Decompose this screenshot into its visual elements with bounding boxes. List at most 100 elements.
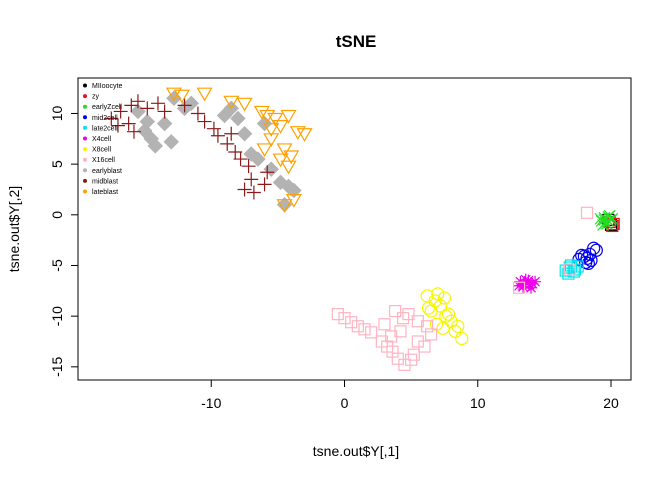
data-point (280, 160, 297, 175)
data-point (523, 278, 536, 291)
data-point (571, 260, 584, 273)
data-point (512, 281, 526, 294)
data-point (439, 309, 453, 323)
y-tick-label: -10 (49, 306, 65, 326)
data-point (522, 274, 535, 287)
legend-label: mid2cell (92, 115, 118, 122)
data-point (259, 109, 276, 124)
data-point (253, 105, 270, 120)
data-point (563, 263, 576, 276)
legend-label: X4cell (92, 136, 112, 143)
y-tick-label: 10 (49, 105, 65, 121)
legend-label: late2cell (92, 125, 118, 132)
data-point (519, 273, 532, 286)
legend-swatch (83, 178, 87, 183)
data-point (183, 95, 200, 112)
data-point (230, 110, 246, 127)
legend-swatch (83, 168, 87, 173)
data-point (256, 143, 273, 158)
data-point (562, 267, 575, 280)
legend-label: X8cell (92, 147, 112, 154)
data-point (597, 219, 609, 231)
data-point (529, 275, 542, 288)
data-point (437, 291, 452, 305)
data-point (110, 118, 125, 133)
data-point (276, 143, 293, 158)
data-point (280, 109, 297, 124)
data-point (197, 114, 212, 129)
data-point (587, 241, 601, 255)
data-point (407, 348, 420, 361)
series-mid2cell (572, 241, 603, 271)
legend-label: earlyZcell (92, 104, 122, 111)
data-point (147, 138, 164, 154)
legend-swatch (83, 189, 87, 194)
data-point (104, 111, 119, 126)
legend-swatch (83, 157, 87, 162)
x-axis-label: tsne.out$Y[,1] (313, 443, 399, 459)
legend-swatch (83, 104, 87, 109)
data-point (157, 104, 172, 119)
y-tick-label: -5 (49, 259, 65, 272)
series-x8cell (420, 287, 469, 346)
y-axis: -15 -10 -5 0 5 10 (49, 105, 79, 377)
data-point (331, 308, 344, 321)
data-point (236, 97, 253, 112)
chart-title: tSNE (336, 32, 377, 51)
legend-label: zy (92, 94, 100, 101)
data-point (224, 126, 239, 141)
data-point (283, 150, 300, 165)
data-point (397, 312, 410, 325)
data-point (246, 185, 261, 200)
series-earlyblast (130, 90, 302, 213)
data-point (244, 172, 259, 187)
data-points (104, 87, 620, 371)
y-tick-label: 0 (49, 211, 65, 219)
data-point (424, 304, 438, 318)
data-point (236, 125, 253, 142)
data-point (455, 331, 469, 346)
legend-label: midblast (92, 178, 118, 185)
data-point (436, 321, 450, 335)
data-point (425, 328, 438, 341)
data-point (378, 318, 391, 331)
legend: MIIoocyte zy earlyZcell mid2cell late2cell X4… (83, 83, 122, 196)
y-axis-label: tsne.out$Y[,2] (6, 186, 22, 272)
data-point (517, 280, 530, 293)
data-point (263, 133, 280, 147)
data-point (241, 159, 256, 174)
data-point (276, 199, 293, 213)
data-point (394, 325, 407, 338)
data-point (263, 123, 280, 137)
data-point (156, 115, 173, 132)
series-lateblast (165, 87, 313, 213)
data-point (121, 116, 136, 131)
data-point (136, 122, 153, 139)
data-point (351, 320, 364, 333)
data-point (173, 89, 190, 104)
data-point (441, 307, 456, 321)
x-tick-label: 0 (341, 395, 349, 411)
x-tick-label: 10 (470, 395, 486, 411)
data-point (228, 144, 243, 159)
legend-swatch (83, 83, 87, 88)
legend-swatch (83, 125, 87, 130)
legend-label: X16cell (92, 157, 115, 164)
series-x16cell (331, 206, 594, 371)
legend-swatch (83, 136, 87, 141)
data-point (177, 98, 192, 113)
data-point (210, 128, 225, 143)
data-point (580, 206, 594, 219)
data-point (190, 106, 205, 121)
data-point (289, 126, 306, 140)
data-point (296, 128, 313, 142)
data-point (139, 113, 156, 130)
data-point (345, 316, 358, 329)
data-point (220, 136, 235, 151)
data-point (598, 213, 611, 226)
y-tick-label: -15 (49, 356, 65, 376)
data-point (126, 124, 141, 139)
data-point (577, 249, 591, 263)
x-tick-label: 20 (603, 395, 619, 411)
